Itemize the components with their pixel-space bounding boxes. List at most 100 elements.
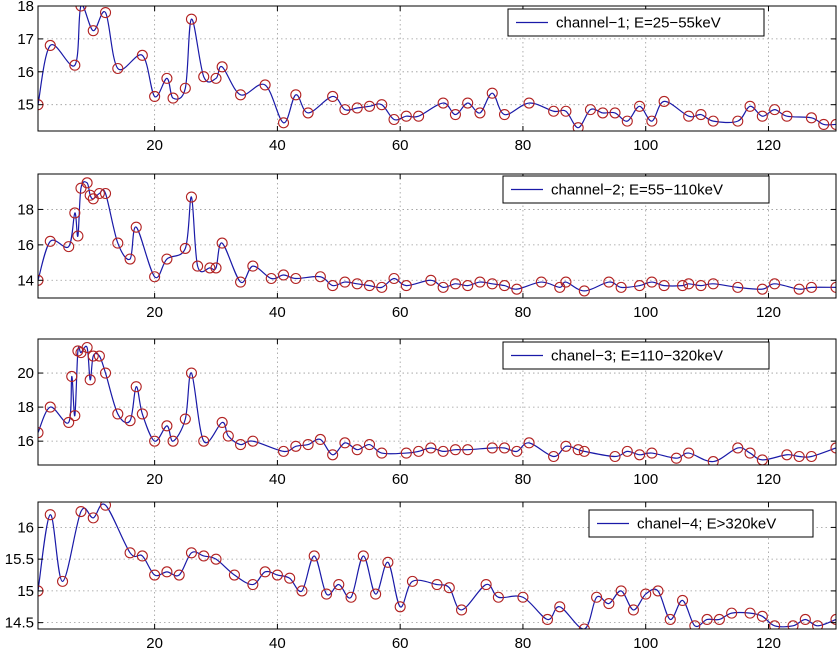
legend: chanel−3; E=110−320keV <box>502 341 770 370</box>
data-point <box>701 613 713 626</box>
legend-label: chanel−4; E>320keV <box>637 516 776 533</box>
data-point <box>609 450 621 463</box>
legend: channel−1; E=25−55keV <box>507 8 765 37</box>
data-point <box>572 122 584 131</box>
data-point <box>75 6 87 12</box>
data-point <box>81 177 93 189</box>
data-point <box>247 578 259 591</box>
data-point <box>222 430 234 442</box>
data-point <box>615 585 627 597</box>
data-point <box>149 435 161 447</box>
data-point <box>695 280 707 292</box>
data-point <box>474 276 486 288</box>
data-point <box>198 550 210 562</box>
data-point <box>259 79 271 91</box>
data-point <box>63 241 75 253</box>
data-point <box>400 280 412 292</box>
data-point <box>124 415 136 427</box>
x-tick-label: 40 <box>269 635 286 652</box>
data-point <box>830 118 836 130</box>
data-point <box>351 444 363 456</box>
y-tick-label: 18 <box>17 0 34 15</box>
legend-box <box>502 175 770 204</box>
x-tick-label: 100 <box>633 635 658 652</box>
legend-box <box>502 341 770 370</box>
y-tick-label: 15 <box>17 583 34 600</box>
data-point <box>81 341 93 354</box>
data-point <box>676 594 689 606</box>
data-point <box>44 39 56 52</box>
y-tick-label: 16 <box>17 64 34 81</box>
data-point <box>578 285 590 297</box>
data-point <box>480 578 492 591</box>
data-point <box>210 262 222 274</box>
x-tick-label: 20 <box>146 471 163 488</box>
x-tick-label: 100 <box>633 137 658 154</box>
data-point <box>210 72 222 84</box>
data-point <box>69 410 81 422</box>
data-point <box>676 280 689 292</box>
data-point <box>603 598 615 610</box>
data-point <box>707 278 719 290</box>
data-point <box>63 416 75 428</box>
data-point <box>732 442 744 454</box>
data-point <box>769 278 781 290</box>
x-tick-label: 120 <box>756 304 781 321</box>
data-point <box>290 272 302 285</box>
data-point <box>400 110 412 122</box>
x-tick-label: 60 <box>392 471 409 488</box>
data-point <box>130 381 142 393</box>
data-point <box>707 456 719 465</box>
data-point <box>99 502 112 511</box>
data-point <box>787 620 799 629</box>
data-point <box>56 575 69 587</box>
data-point <box>670 452 682 464</box>
data-point <box>149 90 161 103</box>
data-point <box>235 89 247 101</box>
data-point <box>756 110 768 122</box>
data-point <box>185 547 198 559</box>
data-point <box>192 260 204 272</box>
data-point <box>75 505 87 518</box>
data-point <box>376 447 388 459</box>
data-point <box>314 271 326 283</box>
data-point <box>486 278 498 290</box>
data-point <box>277 269 290 281</box>
data-point <box>185 367 198 379</box>
data-point <box>511 445 523 457</box>
data-point <box>492 591 504 603</box>
y-tick-label: 18 <box>17 399 34 416</box>
data-point <box>38 427 44 439</box>
data-point <box>449 109 461 121</box>
y-tick-label: 15.5 <box>5 551 34 568</box>
data-point <box>756 283 768 295</box>
x-tick-label: 40 <box>269 304 286 321</box>
y-tick-label: 16 <box>17 433 34 450</box>
data-point <box>72 230 84 242</box>
data-point <box>517 591 529 603</box>
data-point <box>87 25 99 37</box>
data-point <box>640 588 652 600</box>
data-point <box>149 569 161 581</box>
data-point <box>327 449 339 461</box>
data-point <box>66 370 78 383</box>
data-point <box>646 115 658 127</box>
y-tick-label: 16 <box>17 237 34 254</box>
y-tick-label: 18 <box>17 201 34 218</box>
data-point <box>449 444 461 456</box>
data-point <box>413 445 425 457</box>
data-point <box>560 276 572 288</box>
data-point <box>603 276 615 288</box>
data-point <box>284 572 296 584</box>
data-point <box>388 272 400 285</box>
data-point <box>744 607 756 619</box>
data-point <box>93 350 105 362</box>
data-point <box>744 100 756 112</box>
data-point <box>437 281 449 293</box>
data-point <box>198 435 210 447</box>
data-point <box>413 110 425 122</box>
data-point <box>732 281 744 293</box>
data-point <box>449 278 461 290</box>
data-point <box>584 104 597 116</box>
data-point <box>112 408 124 420</box>
